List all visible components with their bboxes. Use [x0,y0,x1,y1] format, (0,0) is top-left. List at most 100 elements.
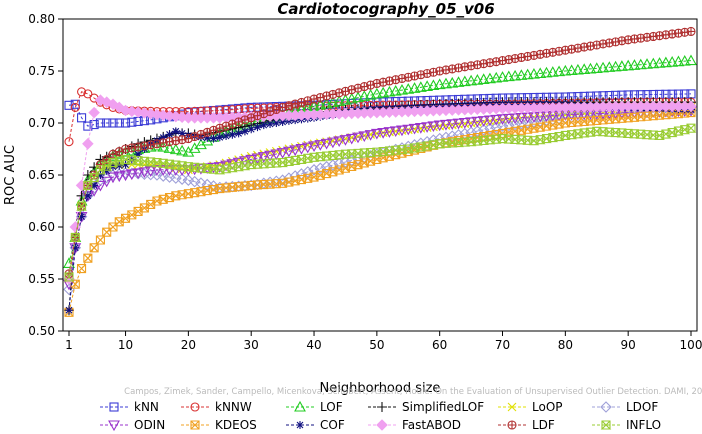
data-point [465,74,478,86]
legend-marker [190,420,200,430]
data-point [339,135,352,146]
data-point [96,171,105,179]
chart-title: Cardiotocography_05_v06 [277,0,494,18]
data-point [183,162,194,172]
data-point [132,168,145,180]
data-point [490,121,503,134]
data-point [458,118,471,129]
data-point [578,128,590,138]
data-point [672,55,685,67]
legend-marker [507,420,517,430]
data-point [565,64,578,76]
data-point [233,162,244,172]
data-point [390,145,402,155]
data-point [659,56,672,68]
data-point [465,117,478,129]
data-point [253,123,262,132]
data-point [208,164,219,174]
legend-item-ldf: LDF [498,418,555,432]
data-point [115,161,124,170]
data-point [296,154,307,164]
data-point [415,142,427,152]
data-point [653,57,666,68]
legend-marker [108,420,120,432]
data-point [540,66,553,78]
data-point [70,102,80,112]
data-point [100,176,113,188]
data-point [89,120,99,130]
x-tick-label: 80 [558,338,573,352]
data-point [108,118,118,128]
legend-item-fastabod: FastABOD [368,418,461,432]
data-point [660,129,672,139]
legend-marker [190,402,200,412]
legend-label: FastABOD [402,418,461,432]
data-point [163,165,176,176]
data-point [215,133,224,142]
data-point [402,124,415,136]
data-point [534,135,546,145]
data-point [220,164,232,174]
data-point [189,162,200,172]
legend-marker [377,402,387,412]
data-point [370,128,383,140]
data-point [176,161,188,171]
x-tick-label: 20 [181,338,196,352]
data-point [428,140,439,150]
data-point [534,67,547,79]
x-tick-label: 100 [680,338,702,352]
data-point [502,70,515,82]
data-point [203,133,212,142]
data-point [603,61,616,72]
legend-item-ldof: LDOF [592,400,658,414]
data-point [685,54,697,66]
data-point [358,131,371,143]
data-point [571,63,584,75]
data-point [345,154,358,167]
data-point [278,117,287,126]
data-point [572,129,584,139]
data-point [125,169,138,181]
data-point [308,164,320,176]
data-point [83,191,92,200]
data-point [383,85,396,97]
x-axis-label: Neighborhood size [320,381,441,396]
data-point [114,118,124,128]
legend-label: SimplifiedLOF [402,400,484,414]
y-tick-label: 0.70 [28,116,55,130]
data-point [77,212,86,221]
data-point [527,67,540,79]
data-point [239,161,251,171]
watermark: Campos, Zimek, Sander, Campello, Micenko… [124,387,702,397]
data-point [120,118,131,128]
data-point [452,118,465,130]
data-point [151,157,163,168]
data-point [222,132,231,140]
data-point [389,84,402,96]
data-point [308,152,320,162]
legend-label: LOF [320,400,343,414]
x-tick-label: 10 [118,338,133,352]
x-tick-label: 90 [621,338,636,352]
data-point [320,160,333,173]
data-point [685,123,697,133]
legend-label: KDEOS [215,418,257,432]
legend: kNN kNNW LOF SimplifiedLOF LoOP LDOF ODIN KDEOS… [100,400,661,432]
data-point [585,127,596,137]
data-point [321,151,332,161]
data-point [289,145,302,157]
data-point [478,135,489,146]
data-point [377,146,389,157]
data-point [553,65,565,77]
data-point [440,77,452,89]
data-point [339,156,352,168]
data-point [622,59,635,71]
data-point [95,165,106,175]
data-point [546,66,559,77]
legend-label: kNNW [215,400,252,414]
data-point [484,135,496,145]
data-point [685,100,697,113]
plot-area [63,26,697,317]
data-point [465,137,477,147]
